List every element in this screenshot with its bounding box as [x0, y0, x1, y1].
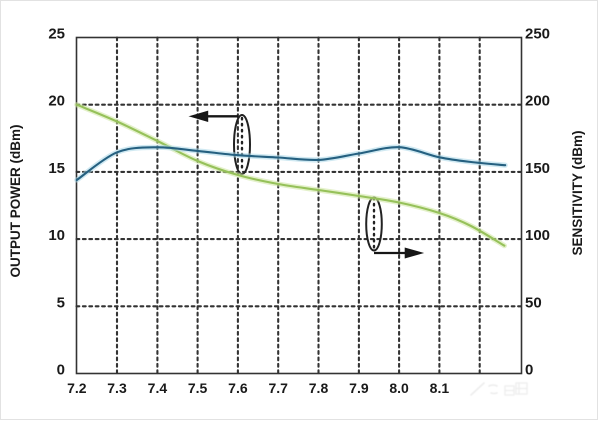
svg-text:0: 0 — [57, 362, 65, 379]
svg-text:8.0: 8.0 — [389, 380, 409, 396]
svg-text:50: 50 — [525, 294, 542, 311]
svg-text:7.7: 7.7 — [268, 380, 288, 396]
svg-text:OUTPUT POWER (dBm): OUTPUT POWER (dBm) — [8, 125, 23, 278]
svg-text:7.6: 7.6 — [228, 380, 248, 396]
svg-text:15: 15 — [48, 160, 65, 177]
svg-text:7.2: 7.2 — [67, 380, 87, 396]
svg-text:200: 200 — [525, 93, 550, 110]
svg-text:250: 250 — [525, 26, 550, 43]
svg-text:0: 0 — [525, 362, 533, 379]
svg-text:20: 20 — [48, 93, 65, 110]
svg-text:150: 150 — [525, 160, 550, 177]
svg-text:SENSITIVITY (dBm): SENSITIVITY (dBm) — [570, 130, 585, 255]
svg-text:7.8: 7.8 — [309, 380, 329, 396]
svg-text:100: 100 — [525, 227, 550, 244]
svg-text:25: 25 — [48, 26, 65, 43]
svg-text:7.4: 7.4 — [148, 380, 168, 396]
svg-text:7.3: 7.3 — [107, 380, 127, 396]
svg-text:7.9: 7.9 — [349, 380, 369, 396]
svg-text:10: 10 — [48, 227, 65, 244]
svg-text:7.5: 7.5 — [188, 380, 208, 396]
svg-text:8.1: 8.1 — [430, 380, 450, 396]
svg-text:5: 5 — [57, 294, 65, 311]
